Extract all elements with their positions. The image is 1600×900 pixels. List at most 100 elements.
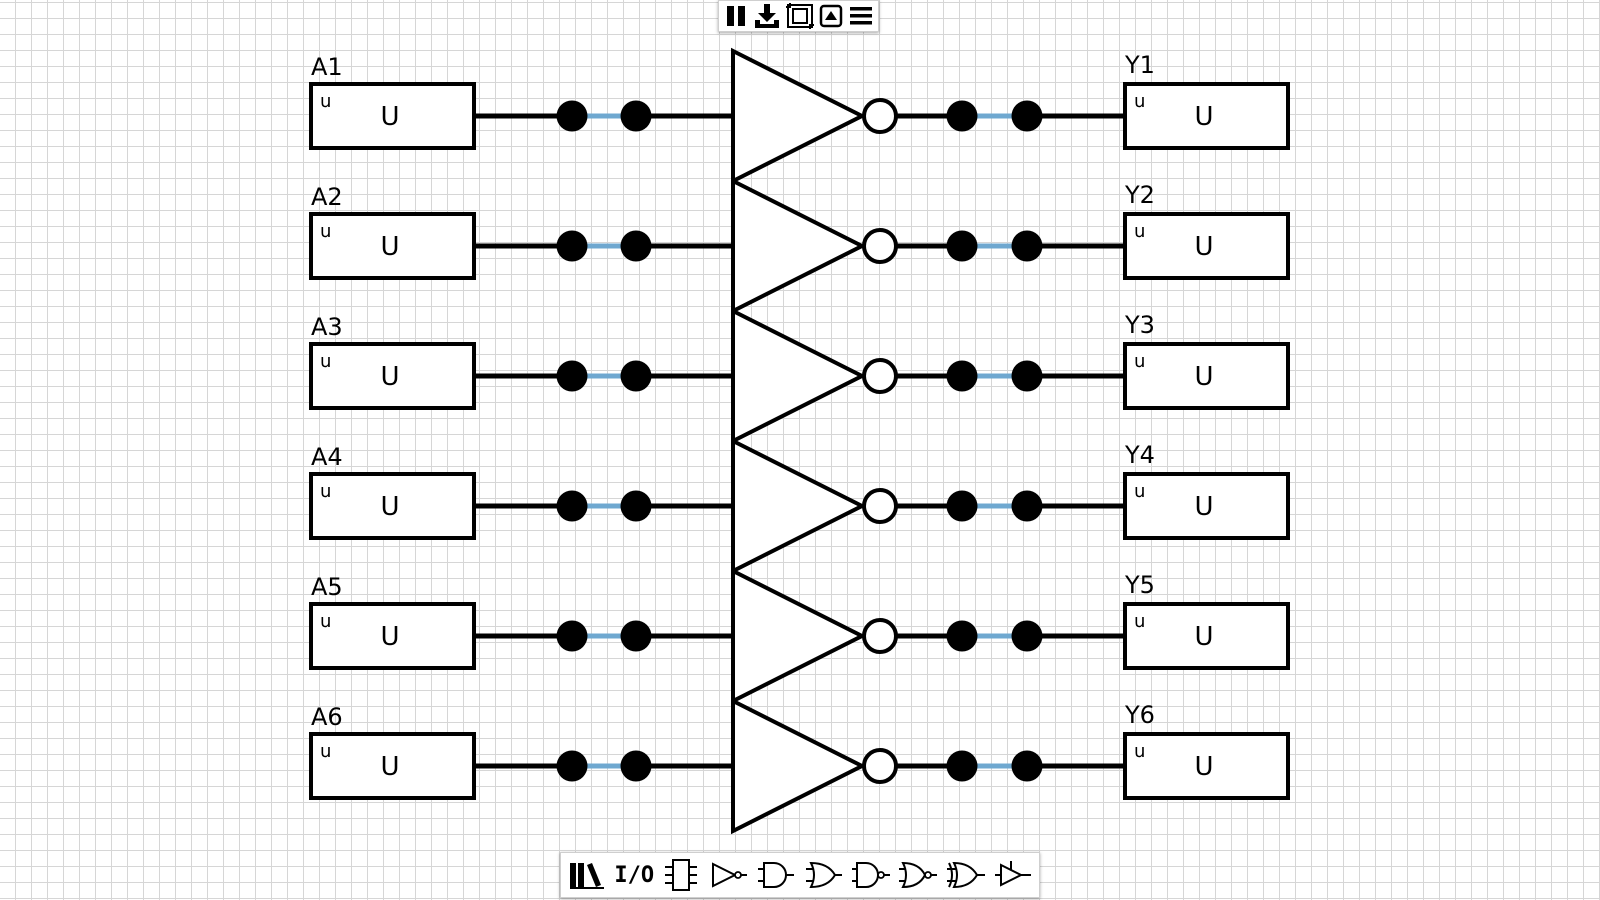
wire-node[interactable] — [556, 750, 588, 782]
input-box[interactable] — [309, 472, 476, 540]
input-label: A1 — [311, 53, 343, 81]
wire-node[interactable] — [620, 100, 652, 132]
input-label: A4 — [311, 443, 343, 471]
not-gate[interactable] — [731, 567, 867, 705]
input-box[interactable] — [309, 602, 476, 670]
output-label: Y6 — [1124, 701, 1155, 729]
output-box[interactable] — [1123, 342, 1290, 410]
wire-node[interactable] — [556, 100, 588, 132]
and-gate-icon — [758, 862, 795, 888]
fit-screen-icon — [785, 3, 814, 29]
input-mode: u — [320, 221, 331, 242]
wire-node[interactable] — [946, 230, 978, 262]
pause-button[interactable] — [723, 3, 749, 29]
xor-gate-button[interactable] — [946, 859, 986, 891]
io-button[interactable]: I/O — [614, 863, 654, 888]
input-box[interactable] — [309, 732, 476, 800]
input-mode: u — [320, 741, 331, 762]
or-gate-button[interactable] — [804, 859, 844, 891]
output-label: Y1 — [1124, 51, 1155, 79]
and-gate-button[interactable] — [756, 859, 796, 891]
not-gate-bubble — [862, 488, 898, 524]
buffer-gate-button[interactable] — [993, 859, 1033, 891]
not-gate-button[interactable] — [709, 859, 749, 891]
wire-node[interactable] — [1011, 230, 1043, 262]
wire-node[interactable] — [556, 360, 588, 392]
io-label: I/O — [614, 862, 655, 888]
wire-node[interactable] — [620, 750, 652, 782]
library-icon — [570, 863, 604, 889]
not-gate-bubble — [862, 748, 898, 784]
wire-node[interactable] — [946, 360, 978, 392]
library-button[interactable] — [567, 859, 607, 891]
wire-node[interactable] — [556, 490, 588, 522]
wire-node[interactable] — [946, 750, 978, 782]
output-mode: u — [1134, 741, 1145, 762]
triangle-box-icon — [820, 4, 843, 28]
chip-icon — [665, 859, 698, 891]
fit-screen-button[interactable] — [785, 2, 815, 30]
input-label: A2 — [311, 183, 343, 211]
output-value: U — [1194, 362, 1213, 392]
output-value: U — [1194, 232, 1213, 262]
nor-gate-icon — [899, 861, 938, 889]
wire-node[interactable] — [620, 620, 652, 652]
download-icon — [754, 4, 779, 28]
wire-node[interactable] — [1011, 490, 1043, 522]
download-button[interactable] — [753, 2, 781, 30]
wire-node[interactable] — [556, 620, 588, 652]
input-mode: u — [320, 611, 331, 632]
input-box[interactable] — [309, 82, 476, 150]
input-mode: u — [320, 481, 331, 502]
wire-node[interactable] — [556, 230, 588, 262]
pause-icon — [727, 6, 745, 26]
output-label: Y5 — [1124, 571, 1155, 599]
wire-node[interactable] — [620, 230, 652, 262]
nor-gate-button[interactable] — [898, 859, 938, 891]
input-box[interactable] — [309, 212, 476, 280]
not-gate-bubble — [862, 98, 898, 134]
not-gate-bubble — [862, 228, 898, 264]
input-box[interactable] — [309, 342, 476, 410]
wire-node[interactable] — [1011, 620, 1043, 652]
output-box[interactable] — [1123, 472, 1290, 540]
output-mode: u — [1134, 481, 1145, 502]
input-value: U — [380, 492, 399, 522]
output-box[interactable] — [1123, 732, 1290, 800]
not-gate[interactable] — [731, 177, 867, 315]
wire-node[interactable] — [1011, 750, 1043, 782]
triangle-box-button[interactable] — [818, 3, 844, 29]
input-value: U — [380, 622, 399, 652]
output-value: U — [1194, 492, 1213, 522]
not-gate[interactable] — [731, 47, 867, 185]
output-box[interactable] — [1123, 602, 1290, 670]
not-gate-bubble — [862, 618, 898, 654]
wire-node[interactable] — [1011, 100, 1043, 132]
output-box[interactable] — [1123, 212, 1290, 280]
not-gate[interactable] — [731, 697, 867, 835]
input-label: A5 — [311, 573, 343, 601]
not-gate-bubble — [862, 358, 898, 394]
output-value: U — [1194, 752, 1213, 782]
wire-node[interactable] — [620, 490, 652, 522]
wire-node[interactable] — [946, 490, 978, 522]
chip-button[interactable] — [661, 857, 701, 893]
output-value: U — [1194, 622, 1213, 652]
output-box[interactable] — [1123, 82, 1290, 150]
not-gate[interactable] — [731, 437, 867, 575]
wire-node[interactable] — [946, 100, 978, 132]
menu-button[interactable] — [848, 3, 874, 29]
output-label: Y2 — [1124, 181, 1155, 209]
wire-node[interactable] — [1011, 360, 1043, 392]
not-gate[interactable] — [731, 307, 867, 445]
output-mode: u — [1134, 91, 1145, 112]
xor-gate-icon — [946, 861, 985, 889]
top-toolbar — [718, 0, 879, 32]
or-gate-icon — [805, 861, 842, 889]
input-value: U — [380, 752, 399, 782]
wire-node[interactable] — [620, 360, 652, 392]
buffer-gate-icon — [994, 861, 1031, 887]
wire-node[interactable] — [946, 620, 978, 652]
nand-gate-button[interactable] — [851, 859, 891, 891]
